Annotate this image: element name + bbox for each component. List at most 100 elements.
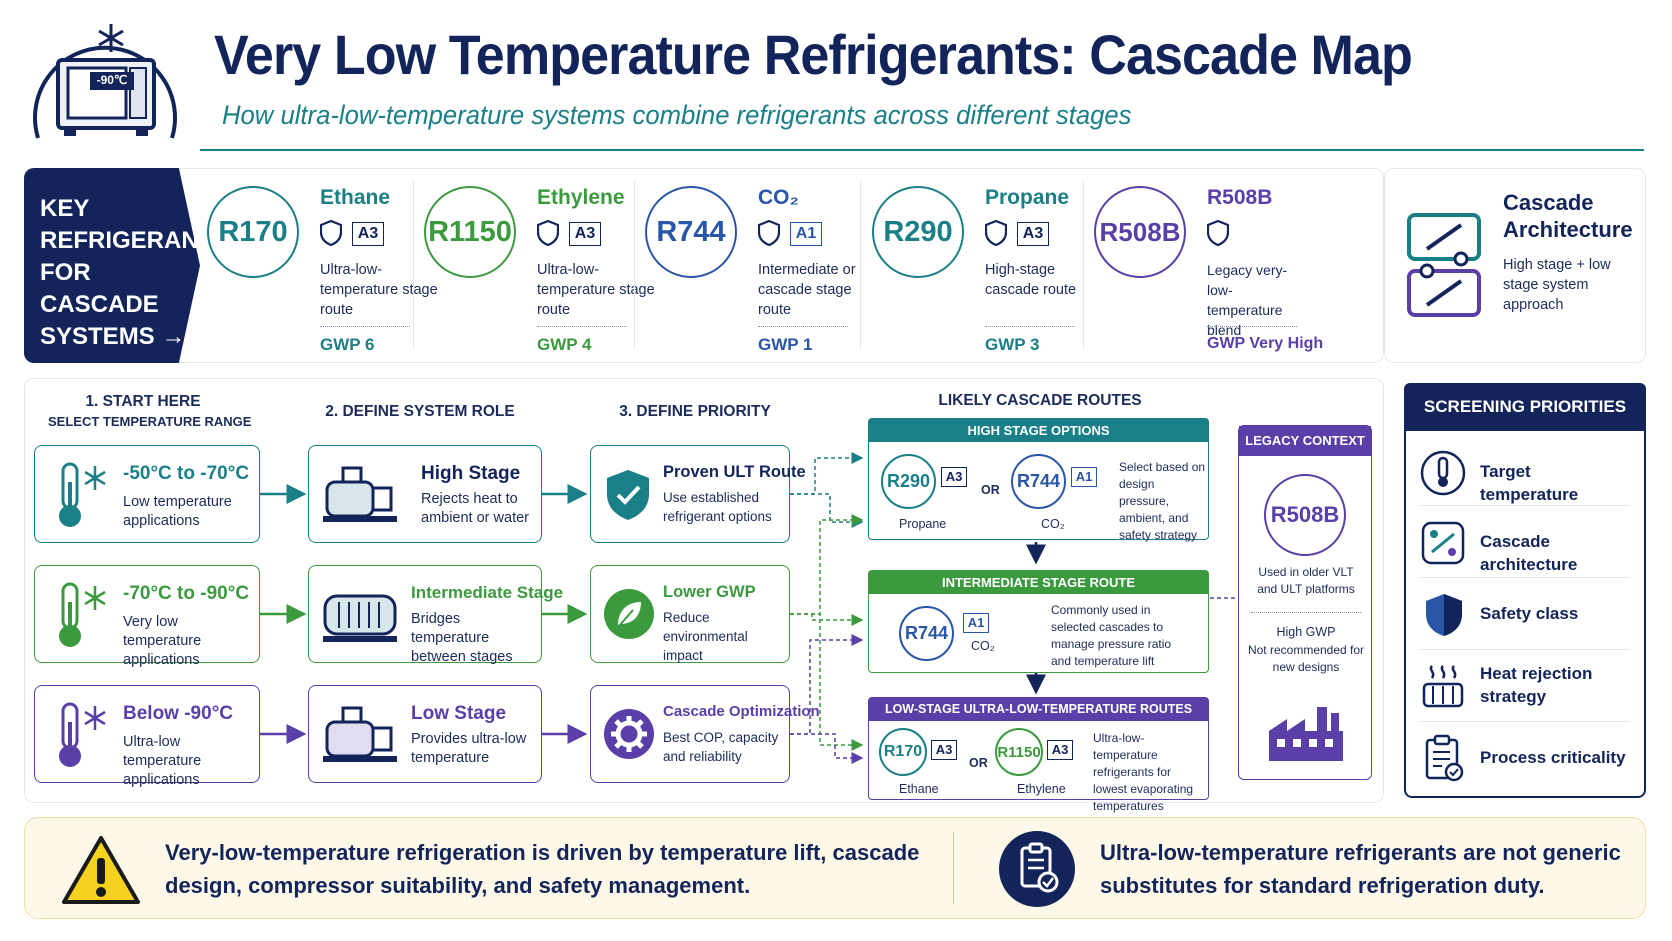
refrigerant-description: High-stage cascade route [985, 262, 1077, 298]
refrigerant-label: CO₂ [1041, 517, 1065, 531]
safety-class: A3 [1017, 222, 1049, 246]
safety-class: A3 [941, 467, 967, 487]
divider [1420, 649, 1630, 650]
refrigerant-badge: R1150 [995, 728, 1043, 776]
legacy-gwp-title: High GWP [1276, 625, 1336, 639]
footer-banner: Very-low-temperature refrigeration is dr… [24, 817, 1646, 919]
cascade-flow-panel [24, 378, 1384, 803]
gear-icon [604, 709, 654, 759]
divider [1207, 326, 1297, 327]
column-header-role: 2. DEFINE SYSTEM ROLE [325, 403, 515, 420]
thermometer-icon [1420, 450, 1466, 496]
priority-title: Lower GWP [663, 583, 756, 601]
page-subtitle: How ultra-low-temperature systems combin… [222, 100, 1132, 130]
refrigerant-badge: R170 [879, 728, 927, 776]
temperature-range-card[interactable]: -50°C to -70°C Low temperature applicati… [34, 445, 260, 543]
heat-exchanger-icon [323, 594, 397, 642]
screening-item[interactable]: Process criticality [1420, 724, 1630, 794]
gwp-value: GWP 3 [985, 335, 1040, 354]
range-description: Very low temperature applications [123, 614, 202, 668]
shield-icon [985, 220, 1007, 246]
thermometer-icon [59, 582, 106, 647]
or-label: OR [969, 756, 988, 770]
divider [758, 326, 848, 327]
refrigerant-description: Intermediate or cascade stage route [758, 262, 856, 318]
shield-icon [1207, 220, 1229, 246]
intermediate-stage-route-card[interactable]: INTERMEDIATE STAGE ROUTE R744 A1 CO₂ Com… [868, 570, 1209, 673]
range-title: Below -90°C [123, 703, 234, 724]
refrigerant-code: R744 [645, 186, 737, 278]
gwp-value: GWP 4 [537, 335, 592, 354]
priority-card[interactable]: Cascade Optimization Best COP, capacity … [590, 685, 820, 783]
divider [1083, 180, 1084, 350]
refrigerant-code: R508B [1094, 186, 1186, 278]
refrigerant-label: Propane [899, 517, 947, 531]
screening-title: SCREENING PRIORITIES [1404, 383, 1646, 431]
screening-item[interactable]: Target temperature [1420, 438, 1630, 508]
screening-item[interactable]: Cascade architecture [1420, 508, 1630, 578]
divider [1420, 505, 1630, 506]
thermometer-icon [59, 462, 106, 527]
screening-item[interactable]: Safety class [1420, 580, 1630, 650]
cascade-icon [1407, 213, 1481, 317]
temperature-range-card[interactable]: -70°C to -90°C Very low temperature appl… [34, 565, 260, 668]
range-description: Low temperature applications [123, 494, 232, 529]
route-bar: LOW-STAGE ULTRA-LOW-TEMPERATURE ROUTES [869, 698, 1208, 721]
key-refrigerants-header [24, 168, 200, 363]
refrigerant-name: CO₂ [758, 186, 799, 209]
low-stage-routes-card[interactable]: LOW-STAGE ULTRA-LOW-TEMPERATURE ROUTES R… [868, 697, 1209, 813]
compressor-icon [323, 466, 397, 522]
system-role-card[interactable]: High Stage Rejects heat to ambient or wa… [308, 445, 542, 543]
safety-class: A3 [352, 222, 384, 246]
start-sublabel: SELECT TEMPERATURE RANGE [48, 414, 252, 429]
divider [953, 832, 954, 904]
divider [320, 326, 410, 327]
divider [985, 326, 1075, 327]
footer-left-text: Very-low-temperature refrigeration is dr… [165, 840, 920, 898]
architecture-title: Cascade Architecture [1503, 190, 1633, 242]
cascade-architecture-card: Cascade Architecture High stage + low st… [1384, 168, 1646, 363]
system-role-card[interactable]: Intermediate Stage Bridges temperature b… [308, 565, 563, 665]
safety-class: A3 [1047, 740, 1073, 760]
role-title: Intermediate Stage [411, 583, 564, 602]
legacy-context-card[interactable]: LEGACY CONTEXT R508B Used in older VLT a… [1238, 425, 1372, 780]
page-title: Very Low Temperature Refrigerants: Casca… [214, 23, 1413, 86]
start-label: 1. START HERE [85, 393, 201, 410]
refrigerant-badge: R744 [1011, 454, 1066, 509]
shield-icon [537, 220, 559, 246]
system-role-card[interactable]: Low Stage Provides ultra-low temperature [308, 685, 542, 783]
column-header-routes: LIKELY CASCADE ROUTES [938, 392, 1142, 409]
footer-right-text: Ultra-low-temperature refrigerants are n… [1100, 840, 1621, 898]
route-note: Commonly used in selected cascades to ma… [1051, 603, 1172, 668]
refrigerant-name: Ethane [320, 186, 391, 209]
high-stage-options-card[interactable]: HIGH STAGE OPTIONS R290 A3 Propane OR R7… [868, 418, 1209, 542]
priority-description: Use established refrigerant options [663, 490, 772, 524]
priority-card[interactable]: Lower GWP Reduce environmental impact [590, 565, 790, 663]
refrigerant-name: R508B [1207, 186, 1273, 209]
role-description: Bridges temperature between stages [411, 611, 513, 665]
safety-class: A1 [790, 222, 822, 246]
screening-item[interactable]: Heat rejection strategy [1420, 652, 1630, 722]
divider [1420, 721, 1630, 722]
thermometer-icon [59, 702, 106, 767]
temperature-range-card[interactable]: Below -90°C Ultra-low temperature applic… [34, 685, 260, 788]
route-bar: HIGH STAGE OPTIONS [869, 419, 1208, 442]
refrigerant-code: R1150 [424, 186, 516, 278]
shield-icon [1426, 594, 1462, 636]
legacy-description: Used in older VLT and ULT platforms [1257, 565, 1355, 596]
refrigerant-badge: R744 [899, 606, 954, 661]
snowflake-icon [98, 24, 124, 52]
divider [413, 180, 414, 350]
safety-class: A3 [569, 222, 601, 246]
priority-card[interactable]: Proven ULT Route Use established refrige… [590, 445, 806, 543]
priority-description: Reduce environmental impact [663, 610, 748, 663]
role-description: Provides ultra-low temperature [411, 731, 527, 766]
or-label: OR [981, 483, 1000, 497]
compressor-icon [323, 706, 397, 762]
refrigerant-label: Ethylene [1017, 782, 1066, 796]
refrigerant-name: Propane [985, 186, 1070, 209]
logo-temperature: -90℃ [96, 73, 128, 87]
divider [860, 180, 861, 350]
screening-label: Heat rejection strategy [1480, 664, 1593, 706]
